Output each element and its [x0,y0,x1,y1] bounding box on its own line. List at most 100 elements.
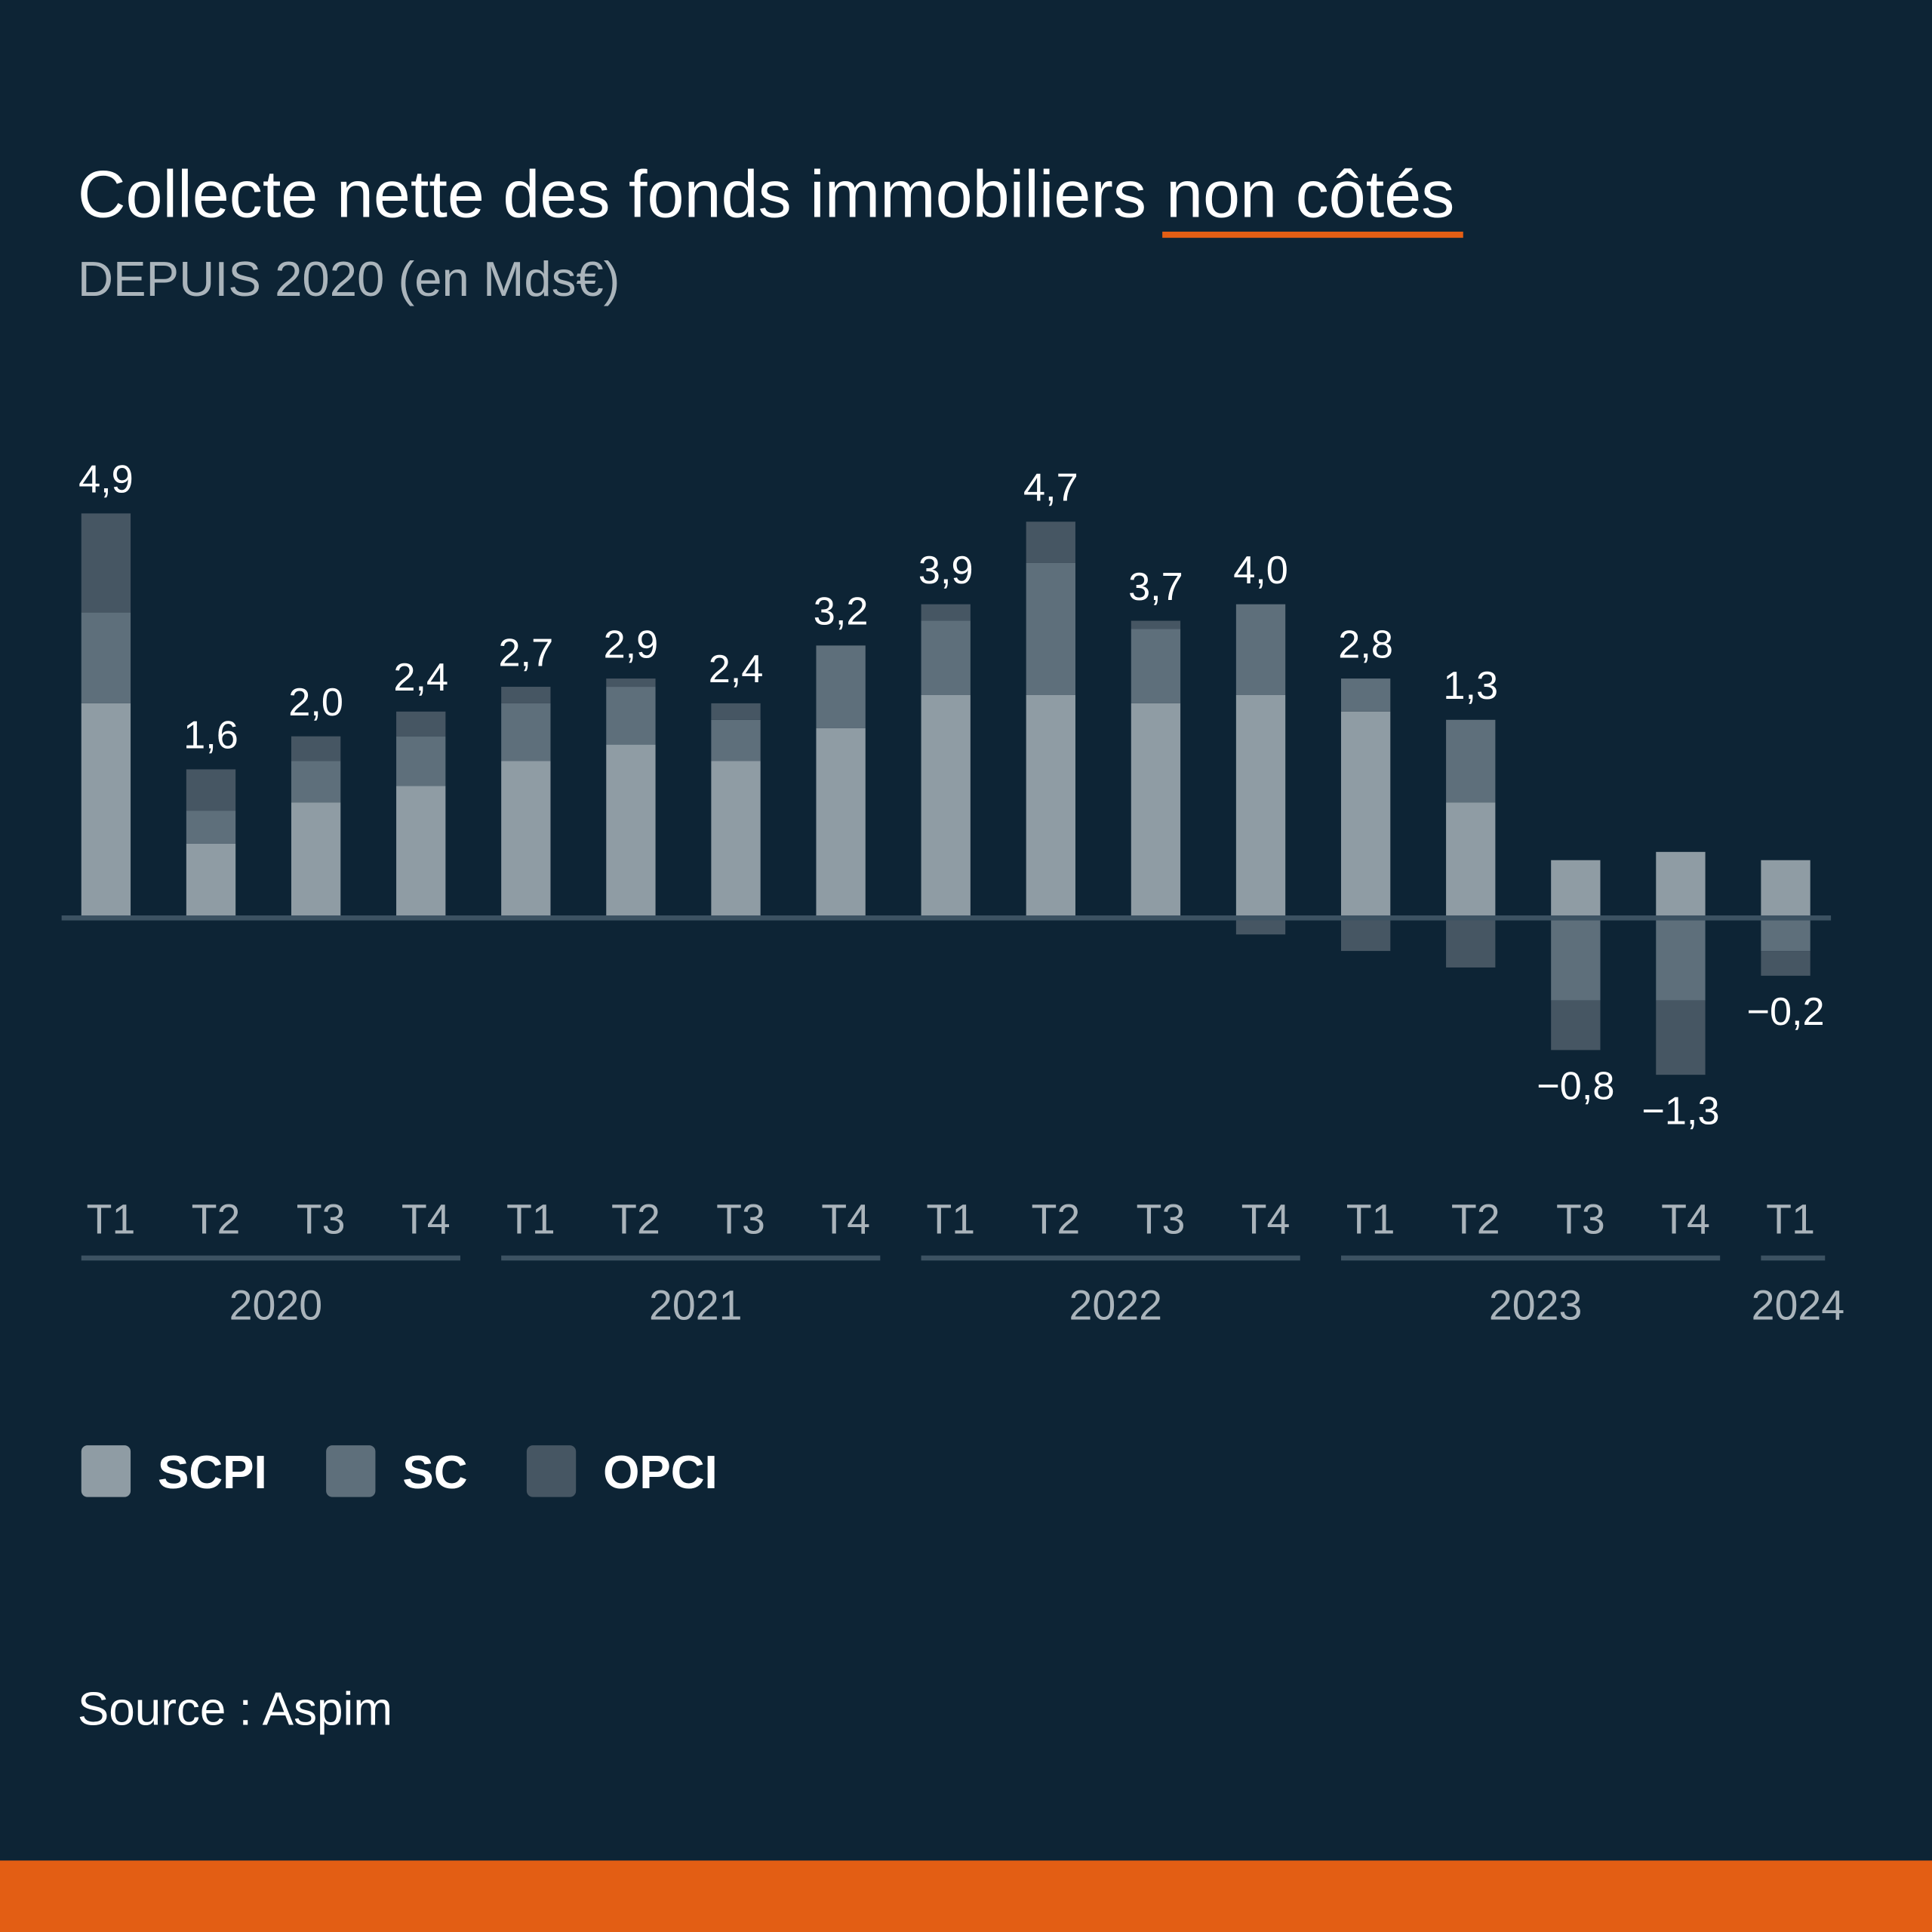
total-label: 3,2 [814,590,869,634]
source: Source : Aspim [78,1684,392,1736]
x-tick-label: T1 [87,1195,136,1242]
bar-segment [81,513,131,613]
legend-swatch [526,1445,577,1497]
bar-segment [921,620,971,695]
total-label: 3,7 [1128,565,1183,609]
total-label: −1,3 [1641,1089,1719,1133]
group-label: 2020 [229,1282,322,1329]
bar-segment [1340,918,1391,952]
bar-segment [396,736,446,786]
total-label: 2,8 [1338,623,1393,666]
x-tick-label: T2 [1451,1195,1500,1242]
total-label: 2,0 [288,681,343,724]
footer-band [0,1860,1932,1932]
legend-label: OPCI [603,1447,718,1499]
bar-segment [1656,918,1706,1001]
bar-segment [291,802,341,918]
total-label: 4,7 [1023,466,1078,510]
legend-label: SCPI [158,1447,267,1499]
total-label: 3,9 [918,549,974,592]
x-tick-label: T4 [401,1195,451,1242]
bar-segment [1551,860,1601,918]
total-label: 2,4 [393,656,448,700]
total-label: 4,9 [78,458,134,502]
bar-segment [501,703,551,761]
total-label: 1,6 [183,714,238,758]
bar-segment [1131,629,1181,703]
x-tick-label: T3 [297,1195,346,1242]
bar-segment [1131,620,1181,629]
total-label: 2,4 [709,648,764,691]
bar-segment [501,687,551,703]
x-tick-label: T2 [611,1195,660,1242]
bar-segment [1446,719,1496,803]
group-label: 2022 [1069,1282,1161,1329]
bar-segment [396,711,446,737]
title-underline [1162,231,1463,238]
x-tick-label: T2 [1031,1195,1080,1242]
total-label: 2,7 [499,631,554,675]
x-tick-label: T3 [1137,1195,1186,1242]
bar-segment [1131,703,1181,918]
bar-segment [291,761,341,803]
total-label: 1,3 [1443,664,1498,708]
bar-segment [1235,918,1286,935]
bar-segment [186,811,236,844]
total-label: −0,2 [1746,990,1824,1034]
bar-segment [711,761,761,918]
group-label: 2021 [649,1282,742,1329]
bar-segment [1656,851,1706,918]
bar-segment [1446,918,1496,968]
total-label: 2,9 [604,623,659,666]
bar-segment [921,604,971,621]
bar-segment [81,612,131,703]
group-label: 2024 [1752,1282,1844,1329]
total-label: 4,0 [1233,549,1288,592]
bar-segment [606,678,656,688]
x-tick-label: T1 [506,1195,555,1242]
group-label: 2023 [1489,1282,1582,1329]
bar-segment [1026,521,1075,563]
bar-segment [1656,1000,1706,1075]
bar-segment [606,687,656,745]
x-tick-label: T2 [192,1195,241,1242]
legend-swatch [81,1445,131,1497]
bar-segment [186,769,236,811]
bar-segment [501,761,551,918]
bar-segment [291,736,341,761]
x-tick-label: T1 [926,1195,975,1242]
bar-segment [921,694,971,918]
bar-segment [1446,802,1496,918]
bar-segment [81,703,131,918]
legend-label: SC [402,1447,467,1499]
bar-segment [1026,562,1075,695]
legend-swatch [326,1445,376,1497]
bar-segment [711,719,761,761]
bar-segment [816,728,866,918]
bar-segment [606,744,656,918]
bar-segment [1551,1000,1601,1051]
x-tick-label: T4 [1241,1195,1291,1242]
bar-segment [1761,860,1810,918]
bar-segment [1340,711,1391,918]
chart-title-highlight: non côtés [1166,156,1454,231]
chart-subtitle: DEPUIS 2020 (en Mds€) [78,251,620,306]
bar-segment [1551,918,1601,1001]
x-tick-label: T4 [821,1195,870,1242]
bar-segment [1235,694,1286,918]
bar-segment [396,786,446,918]
bar-segment [1026,694,1075,918]
bar-segment [1761,918,1810,952]
bar-segment [1761,951,1810,976]
bar-segment [186,843,236,918]
bar-segment [1235,604,1286,695]
chart-title: Collecte nette des fonds immobiliers [78,156,1146,231]
bar-segment [1340,678,1391,712]
x-tick-label: T1 [1346,1195,1395,1242]
x-tick-label: T3 [1556,1195,1605,1242]
x-tick-label: T3 [716,1195,765,1242]
x-tick-label: T1 [1766,1195,1815,1242]
